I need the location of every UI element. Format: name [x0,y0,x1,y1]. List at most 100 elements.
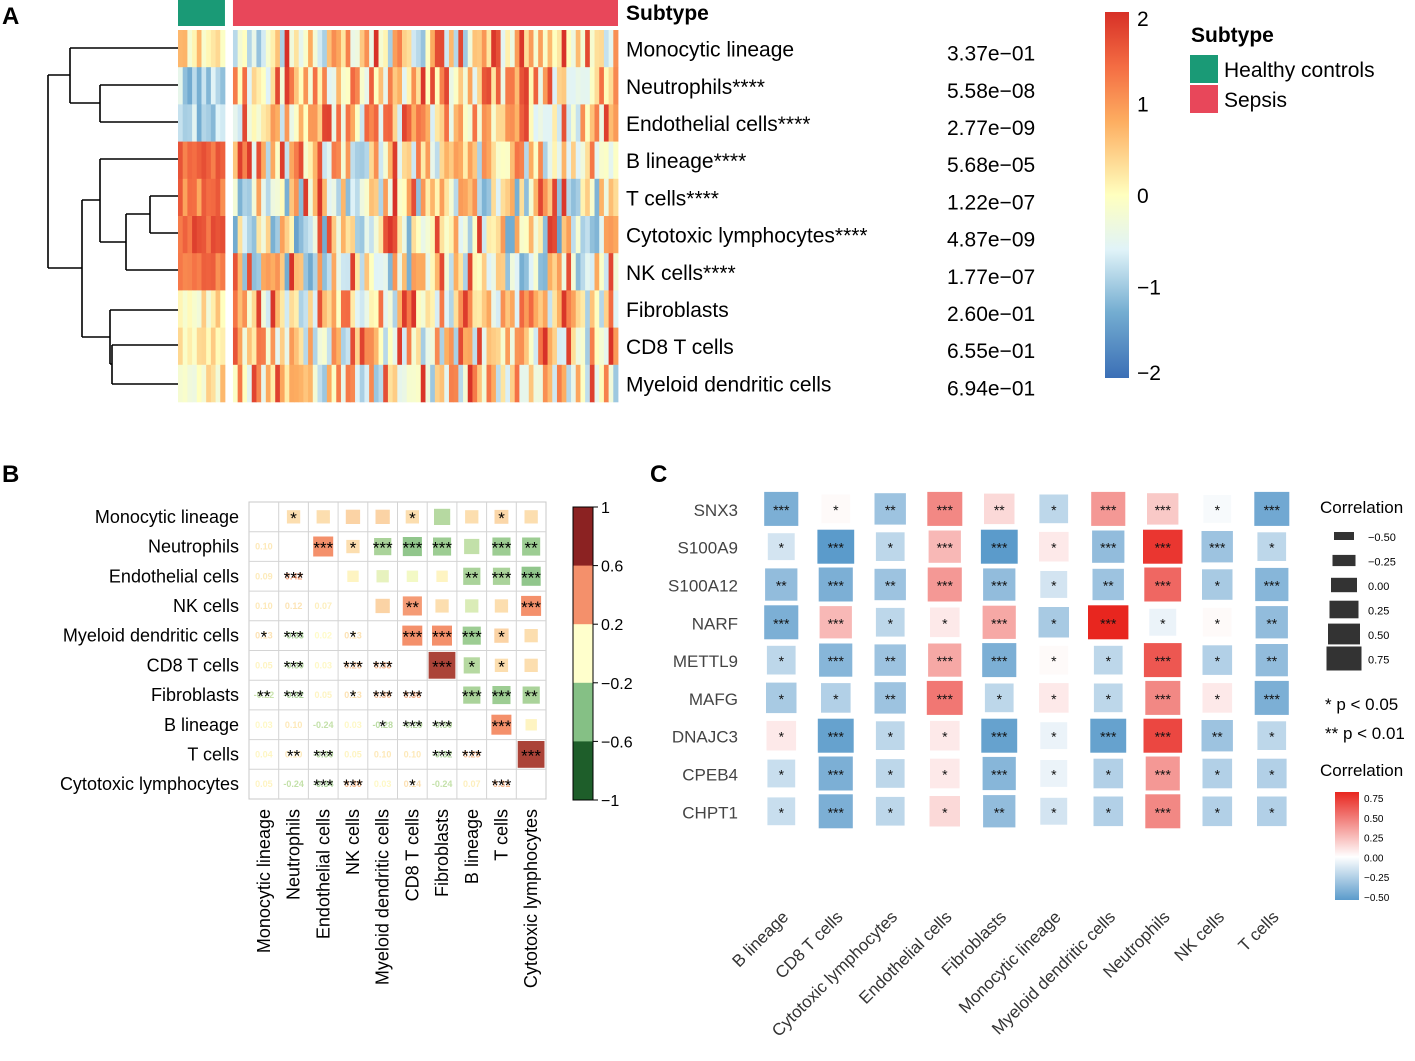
heatmap-a-cell [542,290,548,328]
heatmap-a-cell [467,67,473,105]
heatmap-a-cell [247,290,253,328]
heatmap-a-cell [434,364,440,403]
heatmap-a-row-label: Myeloid dendritic cells [626,373,831,396]
heatmap-a-cell [215,253,221,291]
heatmap-a-cell [326,290,332,328]
heatmap-a-cell [552,327,558,366]
heatmap-a-cell [463,104,469,142]
matrix-c-signif: ** [1212,729,1223,745]
heatmap-a-cell [477,290,483,328]
heatmap-a-cell [467,30,473,68]
heatmap-a-cell [182,141,188,180]
heatmap-a-cell [458,67,464,105]
colorbar-b-tick: 0.2 [601,617,623,634]
heatmap-a-cell [585,253,591,291]
heatmap-a-cell [519,104,525,142]
matrix-b-square [524,658,538,672]
heatmap-a-cell [187,178,193,217]
matrix-b-signif: *** [313,747,333,766]
matrix-c-signif: * [888,615,894,631]
heatmap-a-cell [232,104,239,142]
heatmap-a-cell [514,104,520,142]
matrix-c-square [819,643,853,677]
heatmap-a-cell [294,253,300,291]
matrix-b-square [436,570,448,582]
heatmap-a-cell [575,104,581,142]
heatmap-a-cell [533,67,539,105]
heatmap-a-cell [192,30,198,68]
heatmap-a-cell [519,216,525,254]
matrix-c-square [983,795,1016,828]
heatmap-a-cell [265,178,271,217]
heatmap-a-cell [178,327,184,366]
matrix-c-square [1039,645,1069,675]
heatmap-a-cell [495,364,502,403]
heatmap-a-cell [566,104,572,142]
heatmap-a-cell [256,141,262,180]
color-legend-tick: 0.25 [1364,834,1384,845]
heatmap-a-cell [387,327,394,366]
matrix-b-coef: -0.28 [372,720,393,730]
heatmap-a-cell [613,178,619,217]
heatmap-a-cell [312,30,318,68]
matrix-c-square [1254,680,1289,715]
heatmap-a-cell [599,216,605,254]
matrix-b-signif: *** [284,628,304,647]
heatmap-a-cell [345,216,351,254]
matrix-b-square [463,686,481,704]
matrix-c-row-label: S100A9 [678,539,739,558]
heatmap-a-cell [552,364,558,403]
matrix-c-square [1145,756,1180,791]
heatmap-a-cell [373,216,379,254]
heatmap-a-cell [481,141,487,180]
matrix-c-signif: *** [773,502,790,518]
heatmap-a-cell [510,216,516,254]
heatmap-a-cell [580,364,586,403]
heatmap-a-cell [510,364,516,403]
matrix-c-signif: * [1051,691,1057,707]
heatmap-a-cell [350,141,356,180]
heatmap-a-cell [210,364,216,403]
heatmap-a-cell [500,104,506,142]
heatmap-a-cell [411,327,417,366]
matrix-c-square [821,683,851,713]
matrix-b-signif: *** [343,776,363,795]
matrix-c-signif: *** [1155,804,1172,820]
heatmap-a-cell [256,290,262,328]
heatmap-a-cell [355,290,361,328]
heatmap-a-cell [402,141,408,180]
heatmap-a-cell [220,364,226,403]
heatmap-a-cell [397,290,403,328]
heatmap-a-cell [524,253,530,291]
heatmap-a-cell [206,253,212,291]
heatmap-a-cell [510,141,516,180]
heatmap-a-cell [580,104,586,142]
heatmap-a-cell [411,141,417,180]
heatmap-a-cell [538,178,544,217]
heatmap-a-cell [444,327,450,366]
matrix-b-coef: 0.26 [344,660,362,670]
heatmap-a-cell [434,178,440,217]
heatmap-a-cell [599,141,605,180]
matrix-c-square [818,756,853,791]
heatmap-a-cell [289,253,295,291]
heatmap-a-cell [481,67,487,105]
heatmap-a-cell [519,141,525,180]
matrix-b-signif: *** [492,568,512,587]
heatmap-a-cell [298,364,304,403]
matrix-c-signif: * [779,691,785,707]
heatmap-a-cell [298,178,304,217]
matrix-b-signif: *** [462,687,482,706]
heatmap-a-cell [383,67,389,105]
heatmap-a-cell [355,253,361,291]
heatmap-a-cell [448,67,455,105]
size-legend-swatch [1329,600,1359,619]
matrix-c-square [1257,758,1287,789]
matrix-c-square [930,758,960,789]
matrix-b-row-label: Endothelial cells [109,566,239,586]
matrix-b-signif: * [350,628,357,647]
heatmap-a-cell [538,104,544,142]
matrix-c-square [1149,608,1177,636]
heatmap-a-row-label: Fibroblasts [626,299,729,322]
subtype-legend-swatch [1190,85,1218,113]
